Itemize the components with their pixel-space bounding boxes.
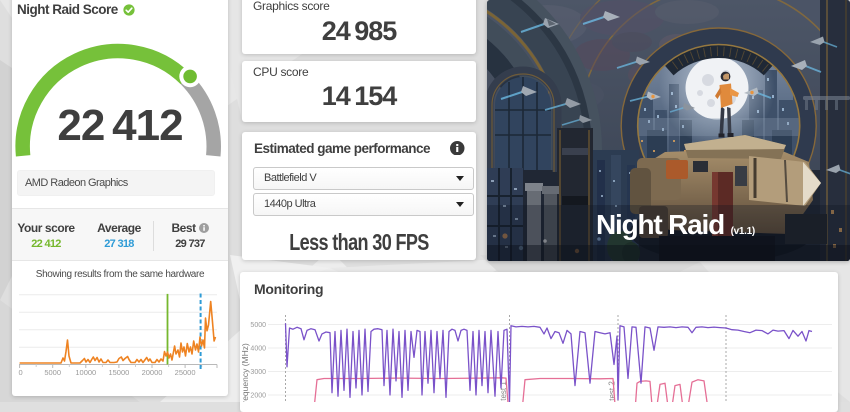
- svg-text:15000: 15000: [108, 368, 129, 377]
- svg-text:0: 0: [19, 368, 23, 377]
- svg-text:10000: 10000: [75, 368, 96, 377]
- svg-text:5000: 5000: [44, 368, 61, 377]
- svg-text:20000: 20000: [142, 368, 163, 377]
- svg-text:5000: 5000: [250, 322, 266, 329]
- svg-text:25000: 25000: [175, 368, 196, 377]
- svg-text:Frequency (MHz): Frequency (MHz): [240, 343, 250, 402]
- svg-text:4000: 4000: [250, 346, 266, 353]
- svg-text:3000: 3000: [250, 369, 266, 376]
- svg-text:2000: 2000: [250, 393, 266, 400]
